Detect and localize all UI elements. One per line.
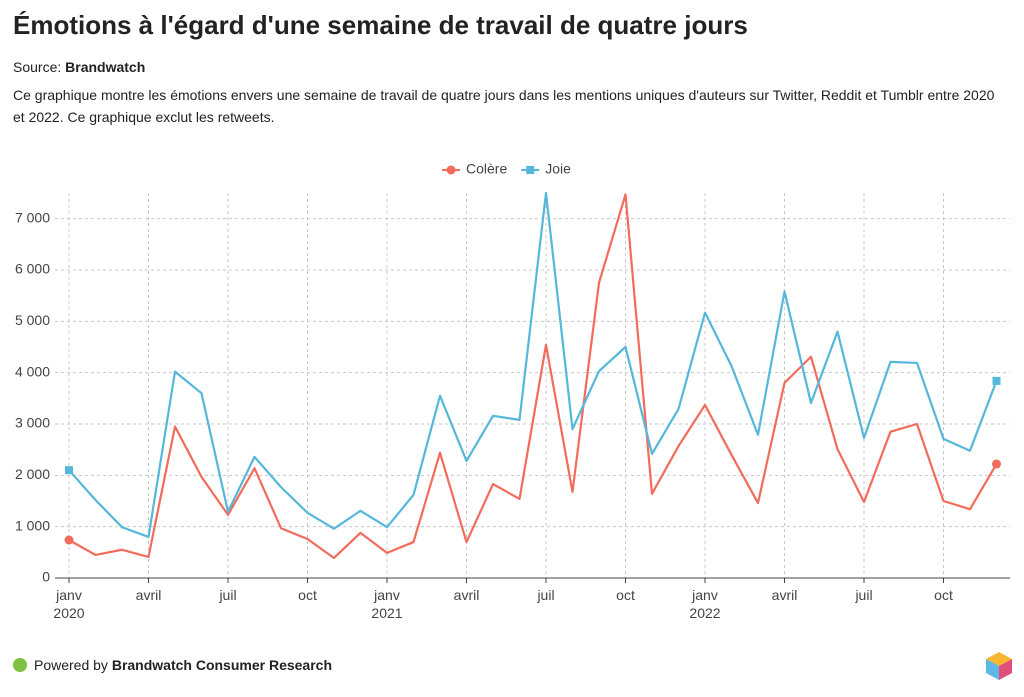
x-tick-label: janv 2022 (689, 587, 721, 621)
x-tick-label: avril (771, 587, 798, 603)
x-tick-label: juil (537, 587, 555, 603)
title: Émotions à l'égard d'une semaine de trav… (13, 10, 748, 40)
y-tick-label: 5 000 (15, 312, 50, 328)
x-tick-label: oct (298, 587, 317, 603)
y-tick-label: 6 000 (15, 261, 50, 277)
x-tick-label: avril (135, 587, 162, 603)
x-tick-label: janv 2020 (53, 587, 85, 621)
end-marker (992, 376, 1001, 385)
end-marker (64, 535, 74, 545)
x-tick-label: avril (453, 587, 480, 603)
y-tick-label: 1 000 (15, 517, 50, 533)
source-name: Brandwatch (65, 59, 146, 75)
legend-marker (446, 165, 456, 175)
legend-label: Joie (545, 161, 571, 177)
source-label: Source: (13, 59, 62, 75)
y-tick-label: 2 000 (15, 466, 50, 482)
x-tick-label: oct (934, 587, 953, 603)
y-tick-label: 4 000 (15, 363, 50, 379)
series-line (68, 193, 998, 560)
footer-prefix: Powered by (34, 657, 108, 673)
x-tick-label: janv 2021 (371, 587, 403, 621)
legend-marker (526, 166, 535, 174)
y-tick-label: 7 000 (15, 209, 50, 225)
footer: Powered by Brandwatch Consumer Research (13, 657, 332, 673)
y-tick-label: 3 000 (15, 415, 50, 431)
logo-dot (13, 658, 27, 672)
legend: Colère Joie (442, 161, 571, 177)
x-tick-label: juil (219, 587, 237, 603)
series-line (68, 191, 998, 539)
y-tick-label: 0 (42, 569, 50, 585)
end-marker (65, 466, 73, 475)
brand-icon (986, 652, 1012, 680)
legend-label: Colère (466, 161, 507, 177)
source: Source: Brandwatch (13, 59, 145, 75)
description: Ce graphique montre les émotions envers … (13, 87, 995, 125)
x-tick-label: oct (616, 587, 635, 603)
footer-brand: Brandwatch Consumer Research (111, 657, 333, 673)
end-marker (992, 459, 1001, 469)
x-tick-label: juil (855, 587, 873, 603)
